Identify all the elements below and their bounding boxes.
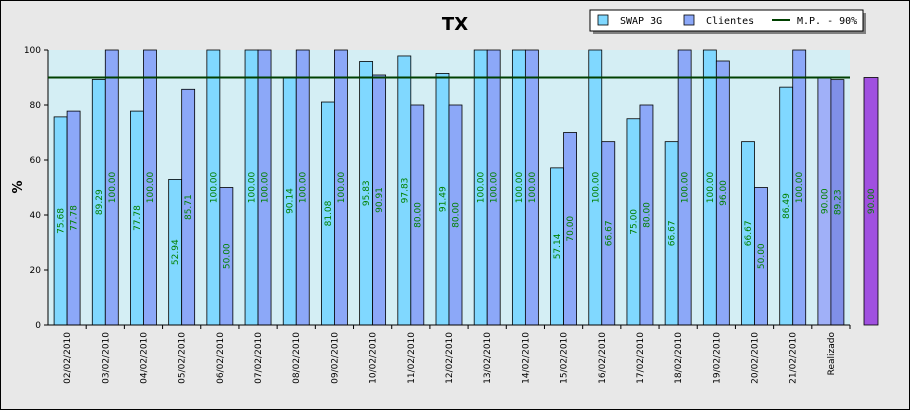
data-label: 97.83 bbox=[400, 178, 410, 204]
data-label: 80.00 bbox=[642, 202, 652, 228]
x-tick-label: 06/02/2010 bbox=[216, 332, 226, 384]
data-label: 66.67 bbox=[744, 220, 754, 246]
data-label: 52.94 bbox=[171, 239, 181, 265]
x-tick-label: Realizado bbox=[827, 332, 837, 376]
chart-title: TX bbox=[442, 14, 468, 35]
data-label: 66.67 bbox=[604, 220, 614, 246]
data-label: 100.00 bbox=[146, 171, 156, 203]
x-tick-label: 16/02/2010 bbox=[598, 332, 608, 384]
x-tick-label: 14/02/2010 bbox=[521, 332, 531, 384]
data-label: 86.49 bbox=[782, 193, 792, 219]
x-tick-label: 02/02/2010 bbox=[63, 332, 73, 384]
x-tick-label: 07/02/2010 bbox=[254, 332, 264, 384]
side-bar-label: 90.00 bbox=[867, 188, 877, 214]
data-label: 100.00 bbox=[261, 171, 271, 203]
data-label: 77.78 bbox=[133, 205, 143, 231]
data-label: 100.00 bbox=[515, 171, 525, 203]
x-tick-label: 18/02/2010 bbox=[674, 332, 684, 384]
data-label: 89.23 bbox=[833, 189, 843, 215]
x-tick-label: 03/02/2010 bbox=[101, 332, 111, 384]
x-tick-label: 04/02/2010 bbox=[139, 332, 149, 384]
x-tick-label: 17/02/2010 bbox=[636, 332, 646, 384]
x-tick-label: 08/02/2010 bbox=[292, 332, 302, 384]
y-tick-label: 20 bbox=[30, 266, 42, 276]
data-label: 100.00 bbox=[209, 171, 219, 203]
x-tick-label: 21/02/2010 bbox=[789, 332, 799, 384]
x-tick-label: 20/02/2010 bbox=[751, 332, 761, 384]
y-tick-label: 100 bbox=[24, 46, 41, 56]
data-label: 90.91 bbox=[375, 187, 385, 213]
x-tick-label: 09/02/2010 bbox=[330, 332, 340, 384]
data-label: 100.00 bbox=[681, 171, 691, 203]
legend-swatch bbox=[597, 14, 609, 26]
data-label: 100.00 bbox=[490, 171, 500, 203]
y-tick-label: 60 bbox=[30, 156, 42, 166]
data-label: 77.78 bbox=[70, 205, 80, 231]
y-tick-label: 0 bbox=[35, 321, 41, 331]
legend-label: SWAP 3G bbox=[620, 16, 662, 27]
y-tick-label: 80 bbox=[30, 101, 42, 111]
y-axis-label: % bbox=[11, 180, 26, 193]
legend-label: M.P. - 90% bbox=[797, 16, 857, 27]
data-label: 50.00 bbox=[757, 243, 767, 269]
x-tick-label: 15/02/2010 bbox=[560, 332, 570, 384]
data-label: 100.00 bbox=[248, 171, 258, 203]
data-label: 75.68 bbox=[57, 208, 67, 234]
legend-swatch bbox=[683, 14, 695, 26]
data-label: 91.49 bbox=[439, 186, 449, 212]
data-label: 80.00 bbox=[452, 202, 462, 228]
data-label: 80.00 bbox=[413, 202, 423, 228]
legend-label: Clientes bbox=[706, 16, 754, 27]
data-label: 75.00 bbox=[629, 209, 639, 235]
data-label: 81.08 bbox=[324, 200, 334, 226]
data-label: 100.00 bbox=[591, 171, 601, 203]
x-tick-label: 10/02/2010 bbox=[369, 332, 379, 384]
data-label: 96.00 bbox=[719, 180, 729, 206]
data-label: 90.00 bbox=[820, 188, 830, 214]
side-bar bbox=[863, 77, 879, 326]
data-label: 89.29 bbox=[95, 189, 105, 215]
data-label: 70.00 bbox=[566, 216, 576, 242]
data-label: 100.00 bbox=[795, 171, 805, 203]
data-label: 100.00 bbox=[528, 171, 538, 203]
data-label: 100.00 bbox=[477, 171, 487, 203]
legend: SWAP 3G Clientes M.P. - 90% bbox=[589, 9, 866, 34]
x-tick-label: 12/02/2010 bbox=[445, 332, 455, 384]
x-tick-label: 19/02/2010 bbox=[712, 332, 722, 384]
x-tick-label: 05/02/2010 bbox=[178, 332, 188, 384]
data-label: 100.00 bbox=[108, 171, 118, 203]
legend-box bbox=[589, 9, 864, 32]
data-label: 100.00 bbox=[337, 171, 347, 203]
x-tick-label: 11/02/2010 bbox=[407, 332, 417, 384]
data-label: 95.83 bbox=[362, 180, 372, 206]
data-label: 57.14 bbox=[553, 233, 563, 259]
data-label: 100.00 bbox=[299, 171, 309, 203]
data-label: 90.14 bbox=[286, 188, 296, 214]
data-label: 50.00 bbox=[222, 243, 232, 269]
data-label: 100.00 bbox=[706, 171, 716, 203]
data-label: 66.67 bbox=[668, 220, 678, 246]
x-tick-label: 13/02/2010 bbox=[483, 332, 493, 384]
y-tick-label: 40 bbox=[30, 211, 42, 221]
data-label: 85.71 bbox=[184, 194, 194, 220]
